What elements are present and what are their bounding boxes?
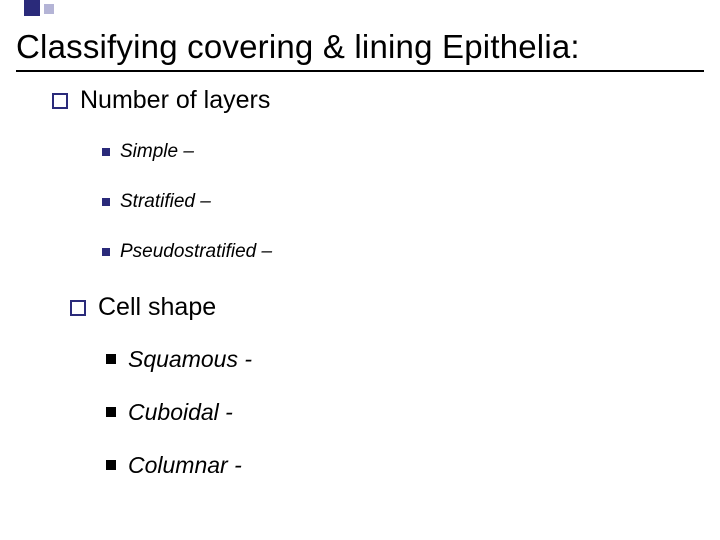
section-items: Simple – Stratified – Pseudostratified – [102,141,672,263]
list-item-text: Columnar - [128,452,242,479]
list-item-text: Pseudostratified – [120,241,272,263]
list-item: Cuboidal - [106,399,672,426]
solid-square-bullet-icon [106,354,116,364]
solid-square-bullet-icon [102,248,110,256]
section-heading-text: Number of layers [80,86,270,115]
section-heading-text: Cell shape [98,293,216,322]
title-container: Classifying covering & lining Epithelia: [16,28,704,72]
list-item: Simple – [102,141,672,163]
decoration-square-small [44,4,54,14]
solid-square-bullet-icon [106,407,116,417]
list-item-text: Simple – [120,141,194,163]
list-item-text: Cuboidal - [128,399,233,426]
section-heading: Number of layers [52,86,672,115]
slide-body: Number of layers Simple – Stratified – P… [52,86,672,505]
hollow-square-bullet-icon [70,300,86,316]
list-item: Columnar - [106,452,672,479]
section-heading: Cell shape [70,293,672,322]
title-underline [16,70,704,72]
list-item: Squamous - [106,346,672,373]
list-item-text: Stratified – [120,191,211,213]
decoration-square-large [24,0,40,16]
decoration-top [0,0,720,30]
solid-square-bullet-icon [102,198,110,206]
solid-square-bullet-icon [106,460,116,470]
list-item: Pseudostratified – [102,241,672,263]
section-items: Squamous - Cuboidal - Columnar - [106,346,672,479]
list-item-text: Squamous - [128,346,252,373]
solid-square-bullet-icon [102,148,110,156]
slide: Classifying covering & lining Epithelia:… [0,0,720,540]
list-item: Stratified – [102,191,672,213]
hollow-square-bullet-icon [52,93,68,109]
slide-title: Classifying covering & lining Epithelia: [16,28,704,68]
